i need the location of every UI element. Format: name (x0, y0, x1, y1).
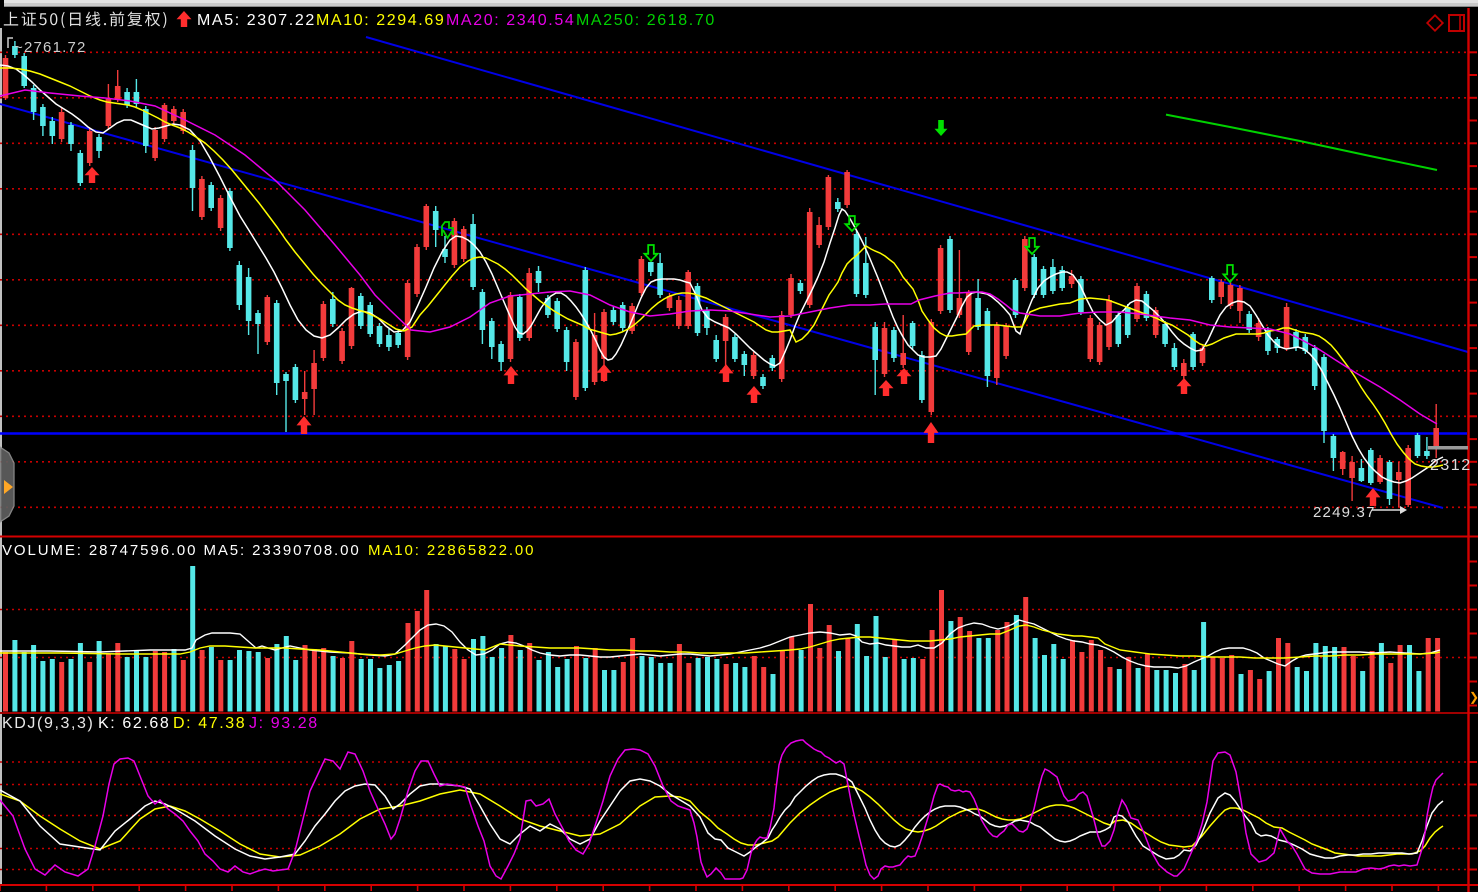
svg-text:K: 62.68: K: 62.68 (98, 715, 170, 732)
svg-text:KDJ(9,3,3): KDJ(9,3,3) (2, 715, 94, 732)
svg-text:MA10: 2294.69: MA10: 2294.69 (316, 12, 445, 29)
svg-text:MA5: 2307.22: MA5: 2307.22 (197, 12, 316, 29)
svg-text:J: 93.28: J: 93.28 (249, 715, 319, 732)
svg-text:~2761.72: ~2761.72 (14, 39, 87, 56)
svg-text:❯: ❯ (1469, 690, 1478, 704)
svg-text:2312: 2312 (1430, 457, 1472, 474)
svg-text:VOLUME: 28747596.00 MA5: 23390: VOLUME: 28747596.00 MA5: 23390708.00 (2, 542, 361, 559)
svg-text:MA10: 22865822.00: MA10: 22865822.00 (368, 542, 535, 559)
svg-text:MA250: 2618.70: MA250: 2618.70 (576, 12, 716, 29)
svg-text:2249.37: 2249.37 (1313, 504, 1376, 521)
svg-text:MA20: 2340.54: MA20: 2340.54 (446, 12, 575, 29)
svg-text:D: 47.38: D: 47.38 (173, 715, 246, 732)
